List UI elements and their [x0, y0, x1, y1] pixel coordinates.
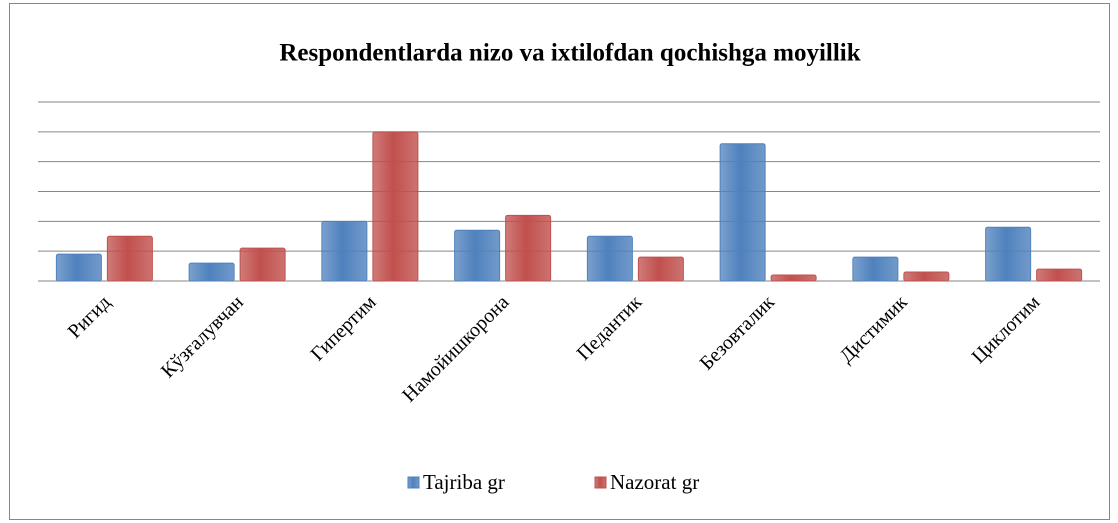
bar [719, 143, 766, 282]
bar [903, 271, 950, 282]
legend-label: Tajriba gr [423, 470, 505, 494]
legend-swatch [594, 476, 607, 489]
bar [852, 256, 899, 282]
bar [372, 131, 419, 282]
bar [985, 226, 1032, 282]
bar [239, 247, 286, 282]
bar [770, 274, 817, 282]
bar [505, 214, 552, 282]
bar [454, 229, 501, 282]
bar [188, 262, 235, 282]
legend-label: Nazorat gr [610, 470, 699, 494]
bar [321, 220, 368, 282]
bar [55, 253, 102, 282]
bar [586, 235, 633, 282]
chart-title: Respondentlarda nizo va ixtilofdan qochi… [279, 40, 860, 67]
chart-border [9, 3, 1110, 520]
legend-swatch [407, 476, 420, 489]
bar [637, 256, 684, 282]
bar [1036, 268, 1083, 282]
bar [106, 235, 153, 282]
